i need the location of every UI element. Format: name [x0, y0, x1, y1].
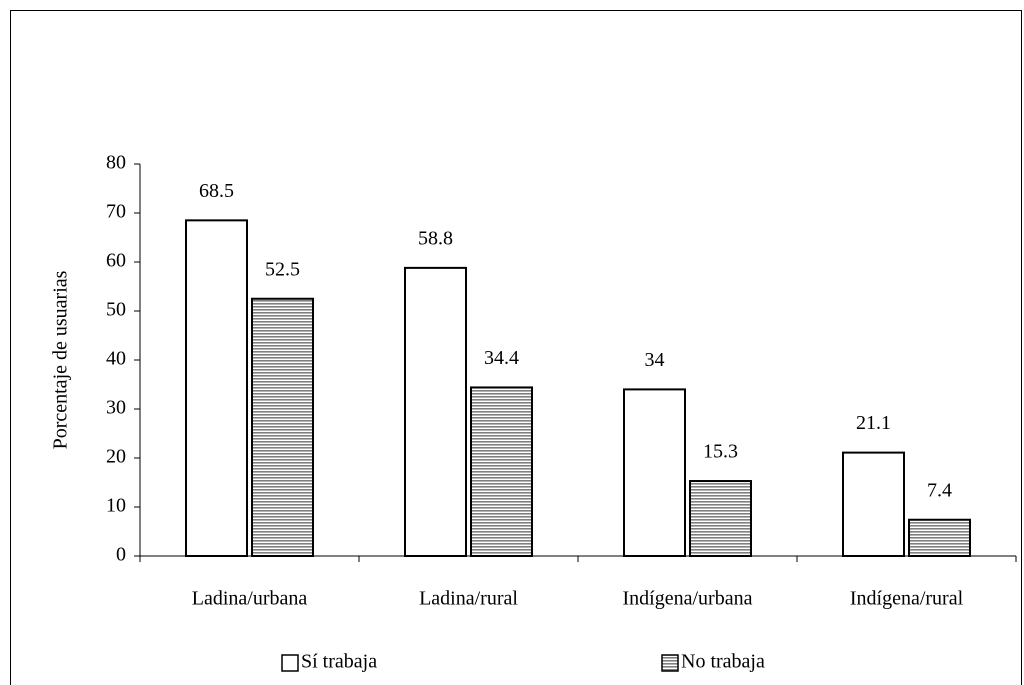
legend-swatch — [661, 654, 679, 672]
y-tick-label: 30 — [106, 397, 126, 419]
bar — [251, 297, 314, 557]
x-tick-label: Ladina/urbana — [192, 588, 308, 610]
data-label: 68.5 — [199, 180, 234, 202]
y-tick-label: 10 — [106, 495, 126, 517]
y-tick-label: 60 — [106, 250, 126, 272]
data-label: 58.8 — [418, 227, 453, 249]
y-tick-label: 20 — [106, 446, 126, 468]
data-label: 21.1 — [856, 412, 891, 434]
bar — [908, 518, 971, 557]
data-label: 7.4 — [927, 479, 952, 501]
legend-swatch — [281, 654, 299, 672]
bar — [470, 386, 533, 557]
y-tick-label: 80 — [106, 152, 126, 174]
bar — [689, 480, 752, 557]
y-tick-label: 70 — [106, 201, 126, 223]
data-label: 15.3 — [703, 441, 738, 463]
bar — [623, 388, 686, 557]
legend-label: Sí trabaja — [301, 651, 377, 673]
y-axis-title: Porcentaje de usuarias — [50, 270, 72, 449]
y-tick-label: 40 — [106, 348, 126, 370]
y-tick-label: 50 — [106, 299, 126, 321]
x-tick-label: Indígena/urbana — [623, 588, 753, 610]
bar — [842, 451, 905, 557]
x-tick-label: Ladina/rural — [419, 588, 518, 610]
bar — [185, 219, 248, 557]
frame — [10, 10, 1022, 685]
y-tick-label: 0 — [116, 544, 126, 566]
legend-label: No trabaja — [681, 651, 765, 673]
x-tick-label: Indígena/rural — [850, 588, 964, 610]
data-label: 34 — [645, 349, 665, 371]
data-label: 34.4 — [484, 347, 519, 369]
data-label: 52.5 — [265, 258, 300, 280]
bar — [404, 266, 467, 557]
